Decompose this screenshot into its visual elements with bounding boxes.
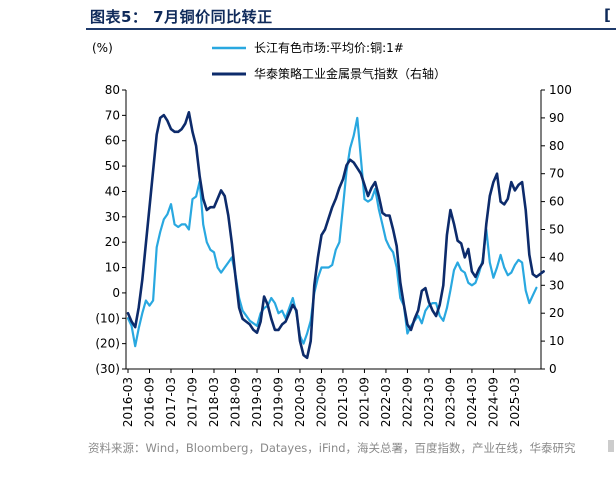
x-tick-label: 2021-09 [357, 377, 371, 427]
legend: 长江有色市场:平均价:铜:1# 华泰策略工业金属景气指数（右轴） [212, 40, 446, 81]
x-tick-label: 2020-03 [293, 377, 307, 427]
x-tick-label: 2017-09 [185, 377, 199, 427]
corner-mark: [ [604, 6, 611, 24]
right-tick-label: 0 [549, 362, 557, 376]
right-tick-label: 50 [549, 223, 564, 237]
x-tick-label: 2024-09 [486, 377, 500, 427]
x-tick-label: 2016-09 [142, 377, 156, 427]
x-tick-label: 2023-03 [422, 377, 436, 427]
x-tick-label: 2022-03 [379, 377, 393, 427]
x-tick-label: 2021-03 [336, 377, 350, 427]
series-lines [126, 111, 545, 360]
x-tick-label: 2018-09 [228, 377, 242, 427]
x-tick-label: 2019-09 [271, 377, 285, 427]
left-tick-label: 10 [105, 261, 120, 275]
left-tick-label: 60 [105, 134, 120, 148]
x-tick-label: 2022-09 [400, 377, 414, 427]
x-tick-label: 2018-03 [207, 377, 221, 427]
x-tick-label: 2023-09 [443, 377, 457, 427]
right-tick-label: 80 [549, 139, 564, 153]
left-tick-label: 0 [112, 286, 120, 300]
left-tick-label: 80 [105, 83, 120, 97]
source-note: 资料来源：Wind，Bloomberg，Datayes，iFind，海关总署，百… [88, 441, 576, 455]
left-tick-label: 70 [105, 108, 120, 122]
x-tick-label: 2025-03 [508, 377, 522, 427]
right-tick-label: 90 [549, 111, 564, 125]
x-tick-label: 2024-03 [465, 377, 479, 427]
x-tick-label: 2020-09 [314, 377, 328, 427]
left-tick-label: (30) [95, 362, 120, 376]
right-tick-label: 40 [549, 250, 564, 264]
right-tick-label: 20 [549, 306, 564, 320]
title-rule [86, 28, 616, 30]
legend-label-index: 华泰策略工业金属景气指数（右轴） [254, 66, 446, 81]
left-tick-label: 30 [105, 210, 120, 224]
x-tick-label: 2016-03 [121, 377, 135, 427]
x-tick-label: 2017-03 [164, 377, 178, 427]
figure-title: 图表5： 7月铜价同比转正 [90, 8, 273, 26]
axes [122, 89, 545, 373]
left-tick-label: 50 [105, 159, 120, 173]
left-tick-label: 20 [105, 235, 120, 249]
right-tick-label: 30 [549, 278, 564, 292]
copper-price-yoy-line [126, 116, 538, 348]
tick-labels: (%)80706050403020100(10)(20)(30)10090807… [92, 41, 572, 427]
x-tick-label: 2019-03 [250, 377, 264, 427]
legend-label-copper: 长江有色市场:平均价:铜:1# [254, 40, 404, 55]
left-tick-label: (10) [95, 311, 120, 325]
right-tick-label: 100 [549, 83, 572, 97]
left-tick-label: (20) [95, 337, 120, 351]
right-tick-label: 10 [549, 334, 564, 348]
right-tick-label: 70 [549, 167, 564, 181]
industrial-metal-index-line [126, 111, 545, 360]
corner-dot [608, 440, 614, 452]
left-unit-label: (%) [92, 41, 113, 55]
right-tick-label: 60 [549, 195, 564, 209]
left-tick-label: 40 [105, 184, 120, 198]
dual-axis-line-chart: (%)80706050403020100(10)(20)(30)10090807… [92, 40, 572, 427]
